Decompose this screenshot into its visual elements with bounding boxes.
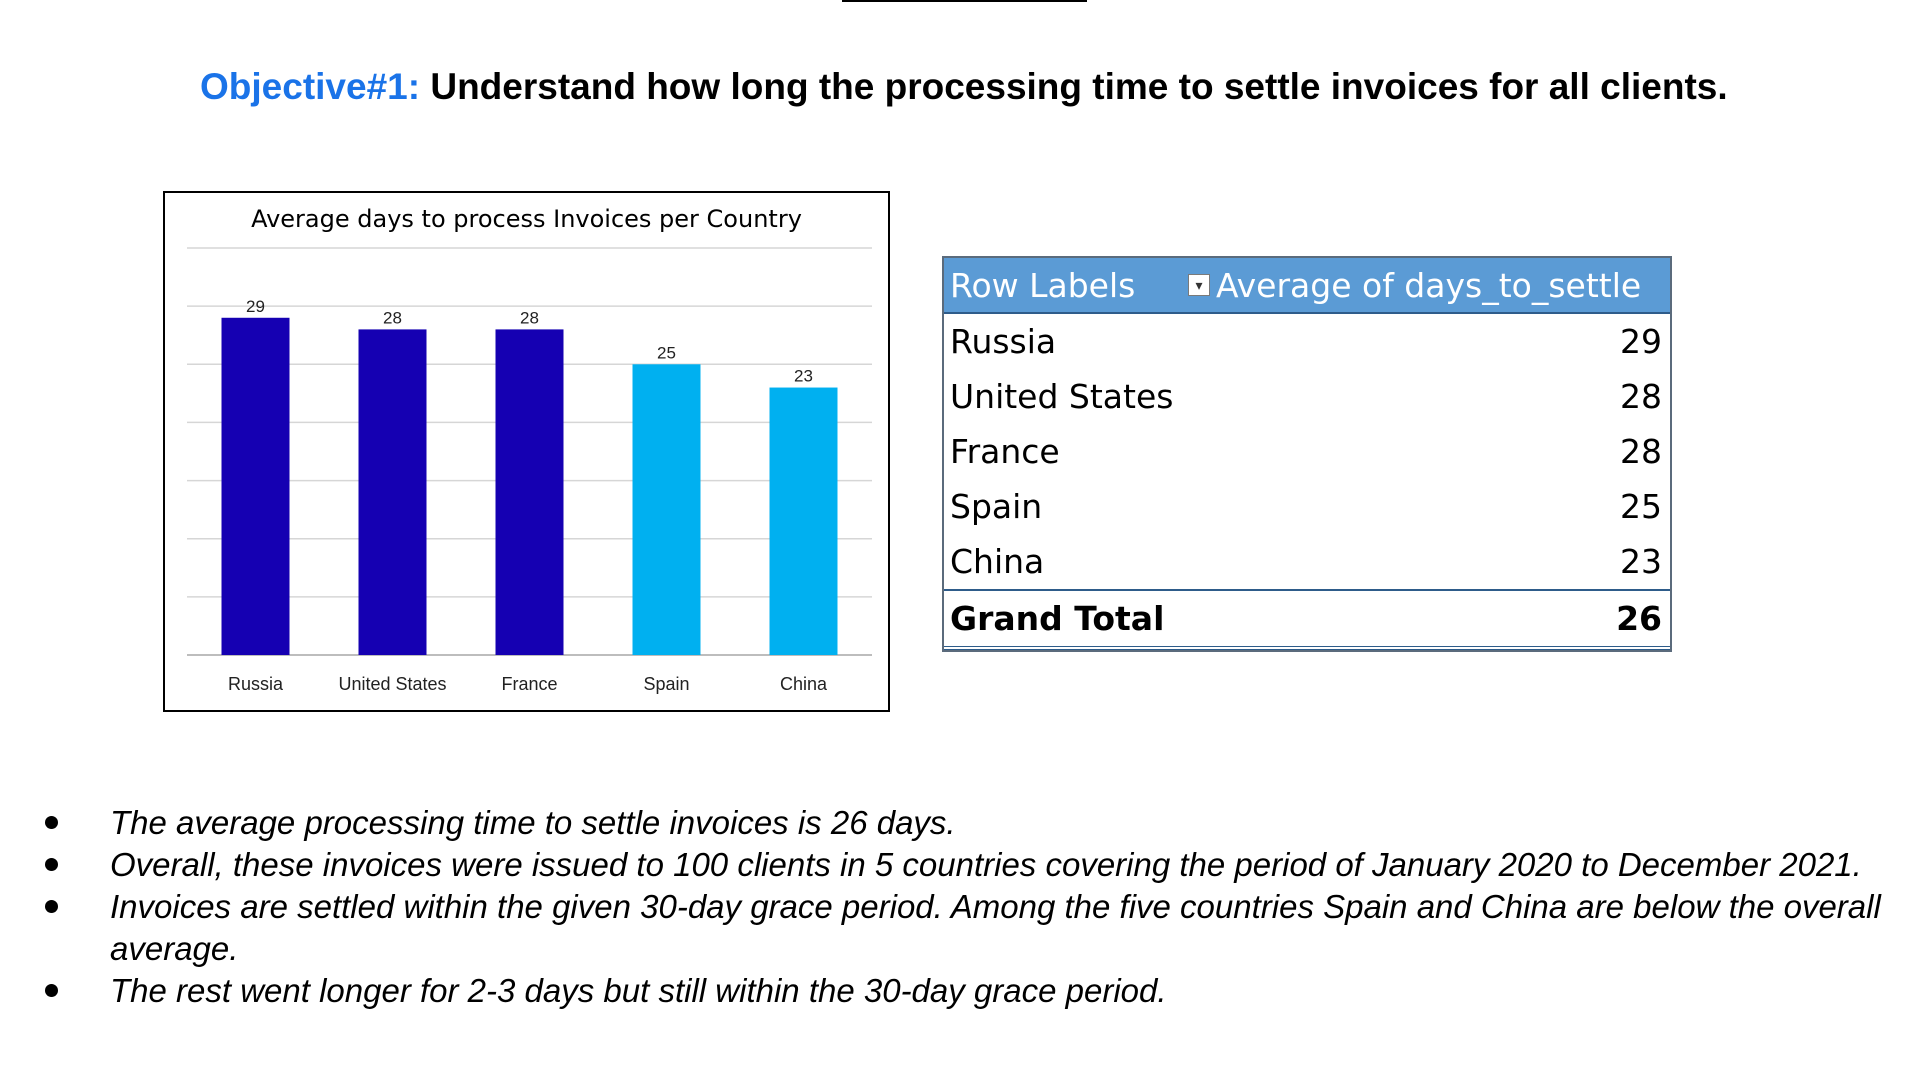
data-label: 25 [657, 343, 676, 362]
bar [495, 329, 564, 655]
pivot-row: Russia 29 [944, 314, 1670, 369]
category-label: United States [338, 674, 446, 694]
bullet-icon [45, 816, 58, 829]
data-label: 23 [794, 367, 813, 386]
pivot-total-value: 26 [1616, 599, 1662, 638]
page-heading: Objective#1: Understand how long the pro… [200, 66, 1760, 108]
pivot-row-label: Spain [950, 487, 1043, 526]
data-label: 28 [383, 308, 402, 327]
category-label: France [501, 674, 557, 694]
pivot-total-label: Grand Total [950, 599, 1165, 638]
pivot-row: Spain 25 [944, 479, 1670, 534]
bar [358, 329, 427, 655]
findings-list: The average processing time to settle in… [40, 802, 1920, 1012]
list-item: The average processing time to settle in… [40, 802, 1920, 844]
category-label: Spain [643, 674, 689, 694]
pivot-row: China 23 [944, 534, 1670, 589]
data-label: 28 [520, 308, 539, 327]
pivot-row-value: 29 [1620, 322, 1662, 361]
pivot-header-row-labels: Row Labels [950, 265, 1136, 305]
pivot-row-label: United States [950, 377, 1174, 416]
category-label: Russia [228, 674, 284, 694]
top-divider-line [842, 0, 1087, 2]
pivot-row: United States 28 [944, 369, 1670, 424]
bar [769, 387, 838, 655]
pivot-row-label: Russia [950, 322, 1057, 361]
list-item: Overall, these invoices were issued to 1… [40, 844, 1920, 886]
pivot-header: Row Labels ▾ Average of days_to_settle [944, 258, 1670, 314]
bullet-icon [45, 900, 58, 913]
chart-title: Average days to process Invoices per Cou… [251, 205, 802, 233]
pivot-row-value: 23 [1620, 542, 1662, 581]
pivot-row-label: China [950, 542, 1045, 581]
pivot-row-value: 28 [1620, 432, 1662, 471]
bar-chart: Average days to process Invoices per Cou… [163, 191, 890, 712]
filter-dropdown-icon[interactable]: ▾ [1188, 274, 1210, 296]
chart-canvas: 29 Russia 28 United States 28 France 25 Spain 23… [187, 247, 872, 694]
list-item: The rest went longer for 2-3 days but st… [40, 970, 1920, 1012]
pivot-row: France 28 [944, 424, 1670, 479]
objective-text: Understand how long the processing time … [420, 66, 1728, 107]
pivot-grand-total-row: Grand Total 26 [944, 589, 1670, 650]
data-label: 29 [246, 297, 265, 316]
pivot-row-value: 28 [1620, 377, 1662, 416]
list-item: Invoices are settled within the given 30… [40, 886, 1920, 970]
bullet-icon [45, 858, 58, 871]
pivot-row-value: 25 [1620, 487, 1662, 526]
bar [632, 364, 701, 655]
category-label: China [780, 674, 828, 694]
pivot-row-label: France [950, 432, 1060, 471]
bar [221, 317, 290, 655]
bullet-icon [45, 984, 58, 997]
pivot-table: Row Labels ▾ Average of days_to_settle R… [942, 256, 1672, 652]
pivot-header-value: Average of days_to_settle [1216, 265, 1642, 305]
objective-label: Objective#1: [200, 66, 421, 107]
